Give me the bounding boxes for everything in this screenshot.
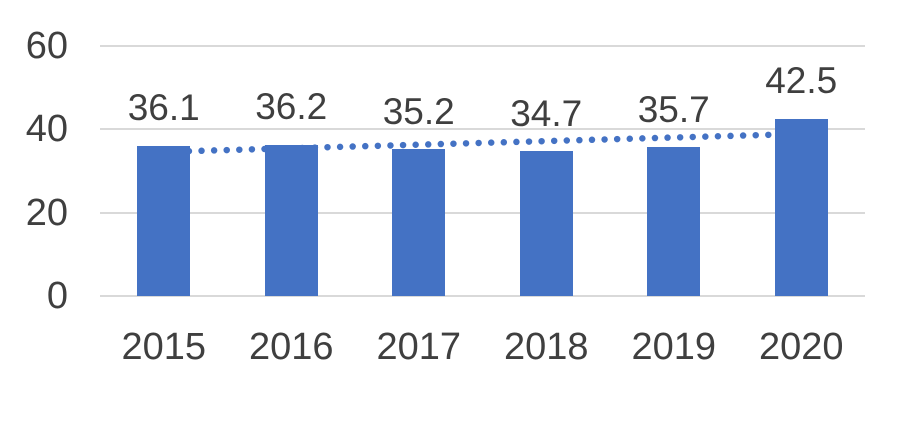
- x-tick-label: 2020: [758, 326, 844, 368]
- plot-area: 36.1 36.2 35.2 34.7 35.7 42.5: [100, 45, 865, 297]
- bar-data-label: 34.7: [510, 92, 583, 134]
- bar-2015: [137, 145, 191, 296]
- x-tick-label: 2019: [631, 326, 717, 368]
- bar-data-label: 35.7: [637, 88, 710, 130]
- x-tick-label: 2018: [503, 326, 589, 368]
- bar-2018: [519, 151, 573, 296]
- bar-2019: [647, 147, 701, 296]
- gridline-20: [100, 211, 865, 214]
- y-tick-label: 60: [25, 25, 68, 67]
- x-tick-label: 2017: [376, 326, 462, 368]
- x-tick-label: 2015: [121, 326, 207, 368]
- bar-data-label: 36.1: [127, 86, 200, 128]
- gridline-0: [100, 295, 865, 297]
- bar-data-label: 36.2: [255, 86, 328, 128]
- y-tick-label: 20: [25, 191, 68, 234]
- y-tick-label: 40: [25, 108, 68, 151]
- bar-2020: [774, 118, 828, 296]
- gridline-40: [100, 128, 865, 131]
- bar-data-label: 42.5: [765, 60, 838, 102]
- y-tick-label: 0: [46, 275, 68, 317]
- bar-data-label: 35.2: [382, 90, 455, 132]
- bar-2017: [392, 149, 446, 296]
- bar-2016: [264, 145, 318, 296]
- x-tick-label: 2016: [248, 326, 334, 368]
- gridline-60: [100, 45, 865, 47]
